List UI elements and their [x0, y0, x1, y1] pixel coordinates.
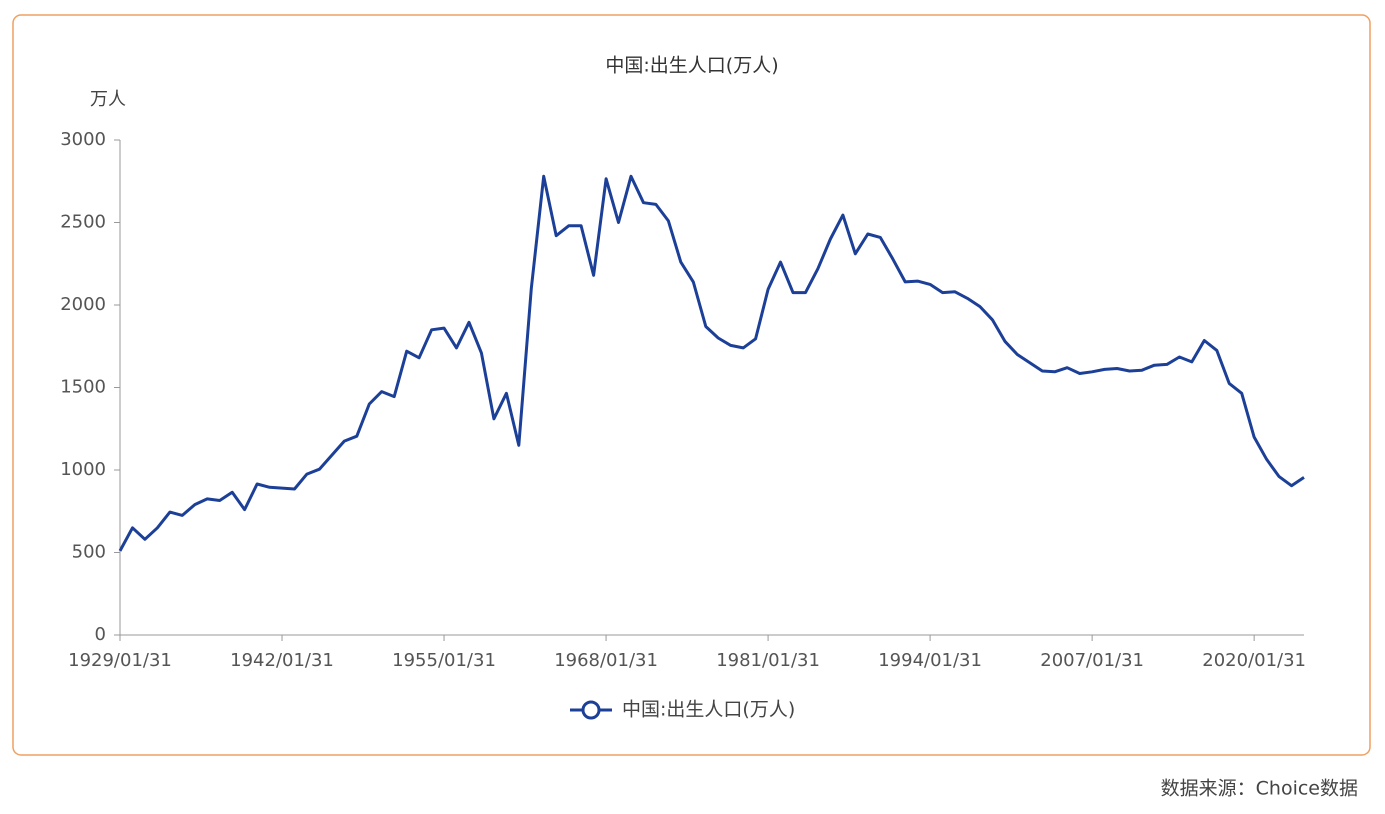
y-axis-label: 万人 — [90, 89, 126, 110]
line — [118, 174, 1305, 552]
x-tick-label: 2007/01/31 — [1040, 650, 1144, 671]
y-tick-label: 0 — [95, 624, 106, 645]
y-tick-label: 3000 — [60, 129, 106, 150]
y-tick-label: 500 — [72, 542, 106, 563]
y-tick-label: 1500 — [60, 377, 106, 398]
x-tick-label: 2020/01/31 — [1202, 650, 1306, 671]
y-tick-label: 2000 — [60, 294, 106, 315]
x-tick-label: 1955/01/31 — [392, 650, 496, 671]
x-tick-label: 1981/01/31 — [716, 650, 820, 671]
source: 数据来源：Choice数据 — [1161, 778, 1358, 800]
x-tick-label: 1994/01/31 — [878, 650, 982, 671]
chart-title: 中国:出生人口(万人) — [605, 55, 778, 77]
x-tick-label: 1968/01/31 — [554, 650, 658, 671]
y-tick-label: 1000 — [60, 459, 106, 480]
frame — [12, 14, 1371, 756]
legend-label: 中国:出生人口(万人) — [622, 699, 795, 721]
x-tick-label: 1942/01/31 — [230, 650, 334, 671]
legend-marker — [581, 700, 601, 720]
y-tick-label: 2500 — [60, 212, 106, 233]
x-tick-label: 1929/01/31 — [68, 650, 172, 671]
